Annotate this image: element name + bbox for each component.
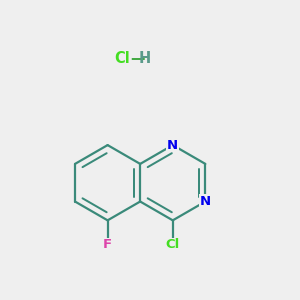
Text: Cl: Cl	[166, 238, 180, 251]
Text: H: H	[139, 51, 151, 66]
Text: Cl: Cl	[115, 51, 130, 66]
Text: F: F	[103, 238, 112, 251]
Text: —: —	[130, 51, 145, 66]
Text: N: N	[167, 139, 178, 152]
Text: N: N	[200, 195, 211, 208]
